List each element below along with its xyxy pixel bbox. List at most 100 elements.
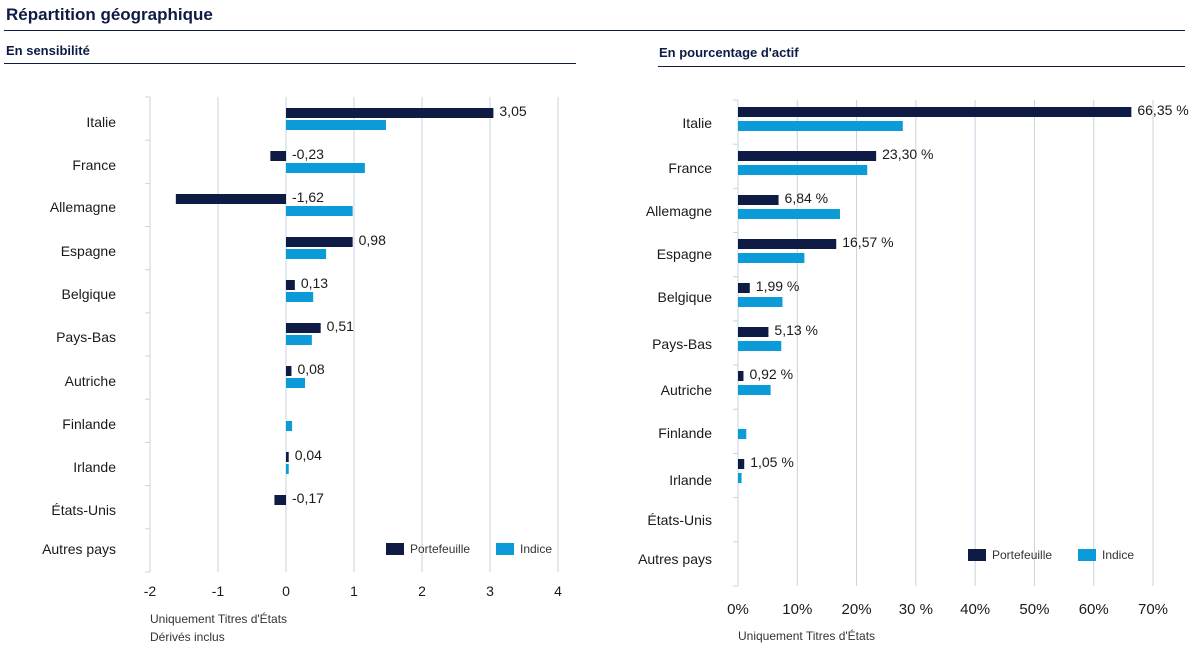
left-x-tick-label: 4 xyxy=(554,583,562,599)
left-data-label-portefeuille: 3,05 xyxy=(499,103,526,119)
left-bar-indice xyxy=(286,464,289,474)
left-bar-portefeuille xyxy=(286,280,295,290)
right-legend-portefeuille: Portefeuille xyxy=(968,548,1052,562)
right-category-label: États-Unis xyxy=(647,512,712,528)
right-data-label-portefeuille: 1,05 % xyxy=(750,454,794,470)
right-bar-portefeuille xyxy=(738,151,877,161)
right-bar-indice xyxy=(738,253,805,263)
left-subtitle-divider xyxy=(4,63,576,64)
left-data-label-portefeuille: 0,08 xyxy=(297,361,324,377)
indice-swatch xyxy=(1078,549,1096,561)
right-data-label-portefeuille: 66,35 % xyxy=(1137,102,1188,118)
right-bar-portefeuille xyxy=(738,107,1132,117)
right-category-label: Irlande xyxy=(669,472,712,488)
left-category-label: Espagne xyxy=(61,243,116,259)
left-category-label: États-Unis xyxy=(51,502,116,518)
right-category-label: Finlande xyxy=(658,425,712,441)
left-bar-portefeuille xyxy=(286,237,353,247)
left-note-2: Dérivés inclus xyxy=(150,630,225,644)
left-data-label-portefeuille: 0,51 xyxy=(327,318,354,334)
left-category-label: France xyxy=(72,157,116,173)
left-x-tick-label: 0 xyxy=(282,583,290,599)
right-data-label-portefeuille: 6,84 % xyxy=(785,190,829,206)
right-subtitle-divider xyxy=(658,66,1185,67)
right-bar-portefeuille xyxy=(738,239,837,249)
right-bar-indice xyxy=(738,341,782,351)
right-category-label: Autres pays xyxy=(638,551,712,567)
left-category-label: Irlande xyxy=(73,459,116,475)
left-data-label-portefeuille: 0,98 xyxy=(359,232,386,248)
right-category-label: Pays-Bas xyxy=(652,336,712,352)
left-legend-portefeuille: Portefeuille xyxy=(386,542,470,556)
left-data-label-portefeuille: 0,04 xyxy=(295,447,322,463)
left-category-label: Italie xyxy=(86,114,116,130)
right-data-label-portefeuille: 23,30 % xyxy=(882,146,933,162)
legend-indice-label: Indice xyxy=(1102,548,1135,562)
right-bar-indice xyxy=(738,473,742,483)
right-x-tick-label: 0% xyxy=(727,601,749,618)
left-x-tick-label: 2 xyxy=(418,583,426,599)
left-bar-indice xyxy=(286,421,293,431)
left-data-label-portefeuille: -0,23 xyxy=(292,146,324,162)
left-category-label: Pays-Bas xyxy=(56,329,116,345)
left-bar-indice xyxy=(286,120,386,130)
right-data-label-portefeuille: 5,13 % xyxy=(774,322,818,338)
left-bar-portefeuille xyxy=(274,495,286,505)
indice-swatch xyxy=(496,543,514,555)
right-legend-indice: Indice xyxy=(1078,548,1134,562)
left-x-tick-label: 3 xyxy=(486,583,494,599)
right-category-label: Italie xyxy=(682,115,712,131)
left-bar-portefeuille xyxy=(175,194,286,204)
right-bar-portefeuille xyxy=(738,327,769,337)
right-x-tick-label: 50% xyxy=(1019,601,1049,618)
right-bar-indice xyxy=(738,429,747,439)
right-data-label-portefeuille: 16,57 % xyxy=(842,234,893,250)
right-x-tick-label: 40% xyxy=(960,601,990,618)
right-x-tick-label: 30 % xyxy=(899,601,933,618)
right-category-label: Espagne xyxy=(657,246,712,262)
left-bar-indice xyxy=(286,249,327,259)
left-category-label: Allemagne xyxy=(50,199,116,215)
left-data-label-portefeuille: -1,62 xyxy=(292,189,324,205)
title-divider xyxy=(4,30,1185,31)
right-x-tick-label: 10% xyxy=(782,601,812,618)
right-bar-indice xyxy=(738,165,868,175)
left-category-label: Belgique xyxy=(62,286,117,302)
left-bar-indice xyxy=(286,335,312,345)
right-note-1: Uniquement Titres d'États xyxy=(738,629,876,643)
left-x-tick-label: -1 xyxy=(212,583,225,599)
left-bar-portefeuille xyxy=(270,151,286,161)
left-bar-portefeuille xyxy=(286,366,292,376)
left-note-1: Uniquement Titres d'États xyxy=(150,612,288,626)
left-bar-portefeuille xyxy=(286,452,289,462)
right-category-label: Autriche xyxy=(661,382,713,398)
left-bar-portefeuille xyxy=(286,323,321,333)
right-bar-indice xyxy=(738,297,783,307)
right-bar-portefeuille xyxy=(738,459,745,469)
left-chart-subtitle: En sensibilité xyxy=(6,43,90,58)
right-chart-subtitle: En pourcentage d'actif xyxy=(659,45,799,60)
left-category-label: Finlande xyxy=(62,416,116,432)
left-bar-portefeuille xyxy=(286,108,494,118)
right-x-tick-label: 60% xyxy=(1079,601,1109,618)
right-bar-portefeuille xyxy=(738,371,744,381)
right-x-tick-label: 70% xyxy=(1138,601,1168,618)
left-legend-indice: Indice xyxy=(496,542,552,556)
right-data-label-portefeuille: 0,92 % xyxy=(749,366,793,382)
right-x-tick-label: 20% xyxy=(842,601,872,618)
left-bar-indice xyxy=(286,206,353,216)
left-bar-indice xyxy=(286,378,306,388)
left-data-label-portefeuille: 0,13 xyxy=(301,275,328,291)
right-category-label: France xyxy=(668,160,712,176)
right-bar-indice xyxy=(738,385,771,395)
legend-portefeuille-label: Portefeuille xyxy=(410,542,471,556)
right-bar-indice xyxy=(738,209,840,219)
right-bar-portefeuille xyxy=(738,283,750,293)
legend-portefeuille-label: Portefeuille xyxy=(992,548,1053,562)
left-category-label: Autres pays xyxy=(42,541,116,557)
portefeuille-swatch xyxy=(386,543,404,555)
portefeuille-swatch xyxy=(968,549,986,561)
right-category-label: Belgique xyxy=(658,289,713,305)
page-title: Répartition géographique xyxy=(6,5,213,24)
